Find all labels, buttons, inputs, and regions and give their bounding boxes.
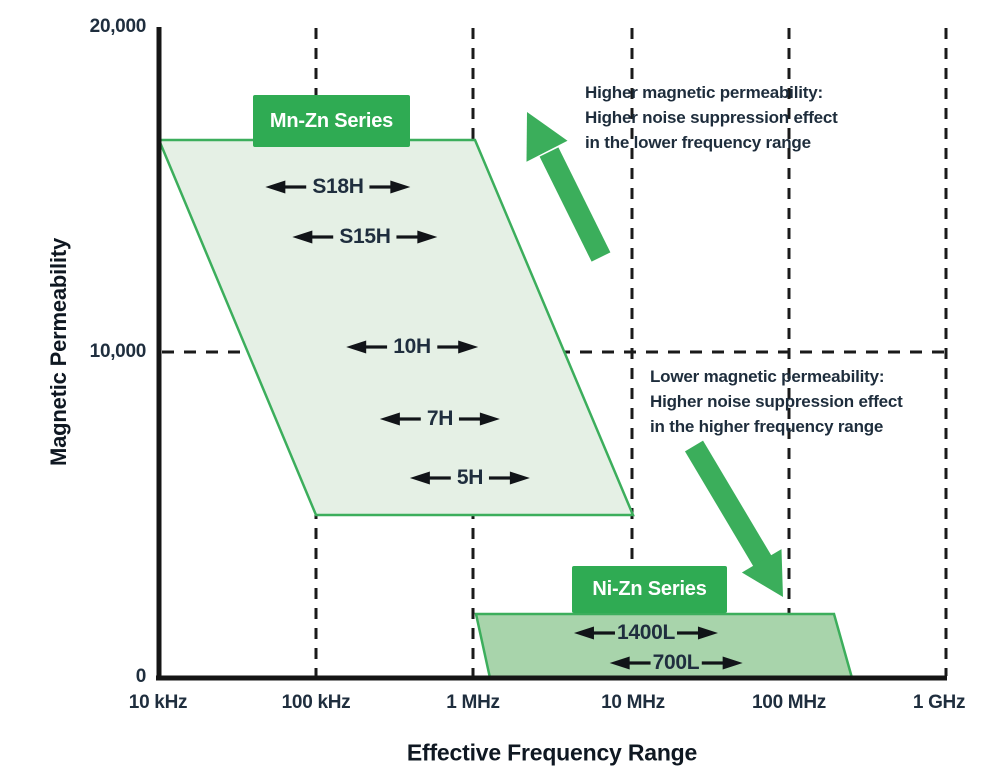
- mnzn-series-badge-label: Mn-Zn Series: [269, 109, 394, 132]
- right-arrow-icon: [489, 471, 531, 485]
- y-tick-10000: 10,000: [89, 341, 147, 362]
- lower-annotation-line1: Lower magnetic permeability:: [650, 367, 885, 386]
- series-label: S18H: [312, 175, 364, 198]
- series-range-1400l: 1400L: [573, 621, 719, 645]
- nizn-series-badge: Ni-Zn Series: [572, 566, 727, 613]
- series-label: 1400L: [616, 621, 676, 644]
- right-arrow-icon: [677, 626, 719, 640]
- y-tick-20000: 20,000: [89, 16, 147, 37]
- x-tick-1mhz: 1 MHz: [446, 692, 500, 713]
- up-left-arrow: [526, 112, 611, 262]
- x-axis-title: Effective Frequency Range: [406, 739, 698, 766]
- left-arrow-icon: [379, 412, 421, 426]
- x-tick-100khz: 100 kHz: [281, 692, 351, 713]
- left-arrow-icon: [346, 340, 388, 354]
- lower-annotation: Lower magnetic permeability: Higher nois…: [650, 364, 903, 439]
- lower-annotation-line3: in the higher frequency range: [650, 417, 884, 436]
- mnzn-series-badge: Mn-Zn Series: [253, 95, 410, 147]
- right-arrow-icon: [369, 180, 411, 194]
- series-range-700l: 700L: [609, 651, 744, 675]
- y-axis-title: Magnetic Permeability: [46, 237, 71, 467]
- series-label: 700L: [652, 651, 700, 674]
- x-tick-1ghz: 1 GHz: [912, 692, 966, 713]
- series-range-5h: 5H: [409, 466, 531, 490]
- right-arrow-icon: [396, 230, 438, 244]
- series-range-7h: 7H: [379, 407, 501, 431]
- x-tick-10mhz: 10 MHz: [601, 692, 665, 713]
- series-label: S15H: [339, 225, 391, 248]
- left-arrow-icon: [409, 471, 451, 485]
- left-arrow-icon: [292, 230, 334, 244]
- left-arrow-icon: [609, 656, 651, 670]
- right-arrow-icon: [459, 412, 501, 426]
- lower-annotation-line2: Higher noise suppression effect: [650, 392, 903, 411]
- upper-annotation: Higher magnetic permeability: Higher noi…: [585, 80, 838, 155]
- y-tick-0: 0: [135, 666, 147, 687]
- series-range-s18h: S18H: [264, 175, 411, 199]
- upper-annotation-line1: Higher magnetic permeability:: [585, 83, 823, 102]
- upper-annotation-line2: Higher noise suppression effect: [585, 108, 838, 127]
- right-arrow-icon: [701, 656, 743, 670]
- left-arrow-icon: [265, 180, 307, 194]
- series-label: 7H: [426, 407, 454, 430]
- series-label: 5H: [456, 466, 484, 489]
- series-label: 10H: [393, 335, 431, 358]
- right-arrow-icon: [436, 340, 478, 354]
- nizn-series-badge-label: Ni-Zn Series: [592, 578, 707, 600]
- upper-annotation-line3: in the lower frequency range: [585, 133, 811, 152]
- x-tick-10khz: 10 kHz: [128, 692, 188, 713]
- series-range-10h: 10H: [345, 335, 479, 359]
- left-arrow-icon: [573, 626, 615, 640]
- x-tick-100mhz: 100 MHz: [752, 692, 826, 713]
- series-range-s15h: S15H: [291, 225, 438, 249]
- down-right-arrow: [684, 440, 783, 597]
